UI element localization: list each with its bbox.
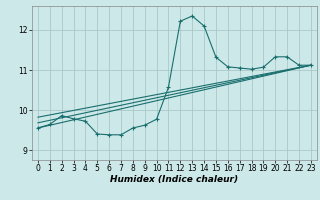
X-axis label: Humidex (Indice chaleur): Humidex (Indice chaleur) [110,175,238,184]
